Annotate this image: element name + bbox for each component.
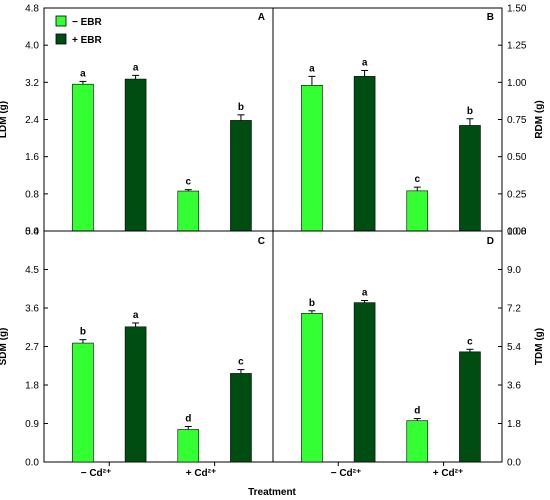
- panel-A: 0.0 0.8 1.6 2.4 3.2 4.0 4.8 LDM (g) Aa c a b: [0, 4, 274, 238]
- significance-letter: b: [467, 106, 473, 117]
- bar: [353, 302, 376, 463]
- y-tick-label: 7.2: [507, 304, 521, 315]
- bar: [406, 420, 429, 463]
- bar: [124, 326, 147, 463]
- y-tick-label: 0.0: [25, 458, 39, 469]
- significance-letter: a: [309, 63, 315, 74]
- significance-letter: c: [414, 174, 420, 185]
- significance-letter: b: [238, 102, 244, 113]
- significance-letter: b: [309, 298, 315, 309]
- y-tick-label: 1.50: [507, 4, 527, 15]
- y-tick-label: 4.5: [25, 265, 39, 276]
- y-tick-label: 0.25: [507, 189, 527, 200]
- panel-B: 0.00 0.25 0.50 0.75 1.00 1.25 1.50 RDM (g) Ba c a b: [272, 4, 545, 238]
- category-label-left-minus-cd: − Cd²⁺: [81, 468, 112, 479]
- y-tick-label: 1.6: [25, 152, 39, 163]
- panel-D: 0.0 1.8 3.6 5.4 7.2 9.0 10.8 TDM (g) Db d a c: [272, 227, 545, 469]
- y-tick-label: 4.8: [25, 4, 39, 15]
- y-axis-title: RDM (g): [534, 100, 545, 138]
- bar: [230, 120, 252, 232]
- panel-letter: A: [258, 12, 265, 23]
- significance-letter: c: [238, 357, 244, 368]
- bar: [353, 76, 376, 232]
- bar: [177, 429, 200, 463]
- bar: [177, 190, 200, 232]
- legend-swatch-plus-ebr: [55, 33, 67, 45]
- y-tick-label: 1.8: [507, 419, 521, 430]
- bar: [459, 351, 481, 463]
- y-tick-label: 0.8: [25, 189, 39, 200]
- panel-letter: C: [258, 236, 265, 247]
- y-tick-label: 3.6: [507, 381, 521, 392]
- bar: [230, 373, 252, 463]
- y-tick-label: 0.9: [25, 419, 39, 430]
- y-axis-title: LDM (g): [0, 101, 9, 138]
- panel-letter: B: [487, 12, 494, 23]
- y-tick-label: 0.0: [25, 227, 39, 238]
- legend-label-minus-ebr: − EBR: [72, 17, 103, 28]
- y-tick-label: 4.0: [25, 41, 39, 52]
- y-tick-label: 5.4: [25, 227, 39, 238]
- significance-letter: a: [133, 62, 139, 73]
- panel-C: 0.0 0.9 1.8 2.7 3.6 4.5 5.4 SDM (g) Cb d a c: [0, 227, 274, 469]
- y-tick-label: 1.00: [507, 78, 527, 89]
- panels-layer: 0.0 0.8 1.6 2.4 3.2 4.0 4.8 LDM (g) Aa c a b 0.00 0.2…: [0, 4, 545, 469]
- significance-letter: d: [414, 406, 420, 417]
- bar: [301, 313, 323, 463]
- bar: [459, 125, 481, 232]
- y-tick-label: 10.8: [507, 227, 527, 238]
- panel-letter: D: [487, 236, 494, 247]
- y-tick-label: 5.4: [507, 342, 521, 353]
- legend-swatch-minus-ebr: [55, 15, 67, 27]
- significance-letter: a: [80, 68, 86, 79]
- significance-letter: a: [362, 57, 368, 68]
- y-axis-title: TDM (g): [534, 328, 545, 365]
- x-axis-title: Treatment: [248, 487, 296, 498]
- y-tick-label: 3.6: [25, 304, 39, 315]
- bar: [301, 85, 323, 232]
- significance-letter: a: [362, 288, 368, 299]
- bar: [72, 342, 94, 463]
- y-tick-label: 1.8: [25, 381, 39, 392]
- legend: − EBR + EBR: [55, 15, 103, 46]
- y-tick-label: 0.50: [507, 152, 527, 163]
- category-label-right-plus-cd: + Cd²⁺: [433, 468, 464, 479]
- significance-letter: c: [467, 336, 473, 347]
- y-tick-label: 1.25: [507, 41, 527, 52]
- legend-label-plus-ebr: + EBR: [72, 35, 103, 46]
- category-label-right-minus-cd: − Cd²⁺: [331, 468, 362, 479]
- significance-letter: a: [133, 310, 139, 321]
- category-label-left-plus-cd: + Cd²⁺: [186, 468, 217, 479]
- y-tick-label: 3.2: [25, 78, 39, 89]
- y-tick-label: 9.0: [507, 265, 521, 276]
- y-tick-label: 0.75: [507, 115, 527, 126]
- bar: [72, 83, 94, 232]
- y-tick-label: 2.4: [25, 115, 39, 126]
- y-tick-label: 0.0: [507, 458, 521, 469]
- bar: [124, 78, 147, 232]
- y-axis-title: SDM (g): [0, 328, 9, 366]
- y-tick-label: 0.00: [507, 227, 527, 238]
- y-tick-label: 2.7: [25, 342, 39, 353]
- bar: [406, 190, 429, 232]
- significance-letter: c: [185, 177, 191, 188]
- significance-letter: b: [80, 327, 86, 338]
- significance-letter: d: [185, 413, 191, 424]
